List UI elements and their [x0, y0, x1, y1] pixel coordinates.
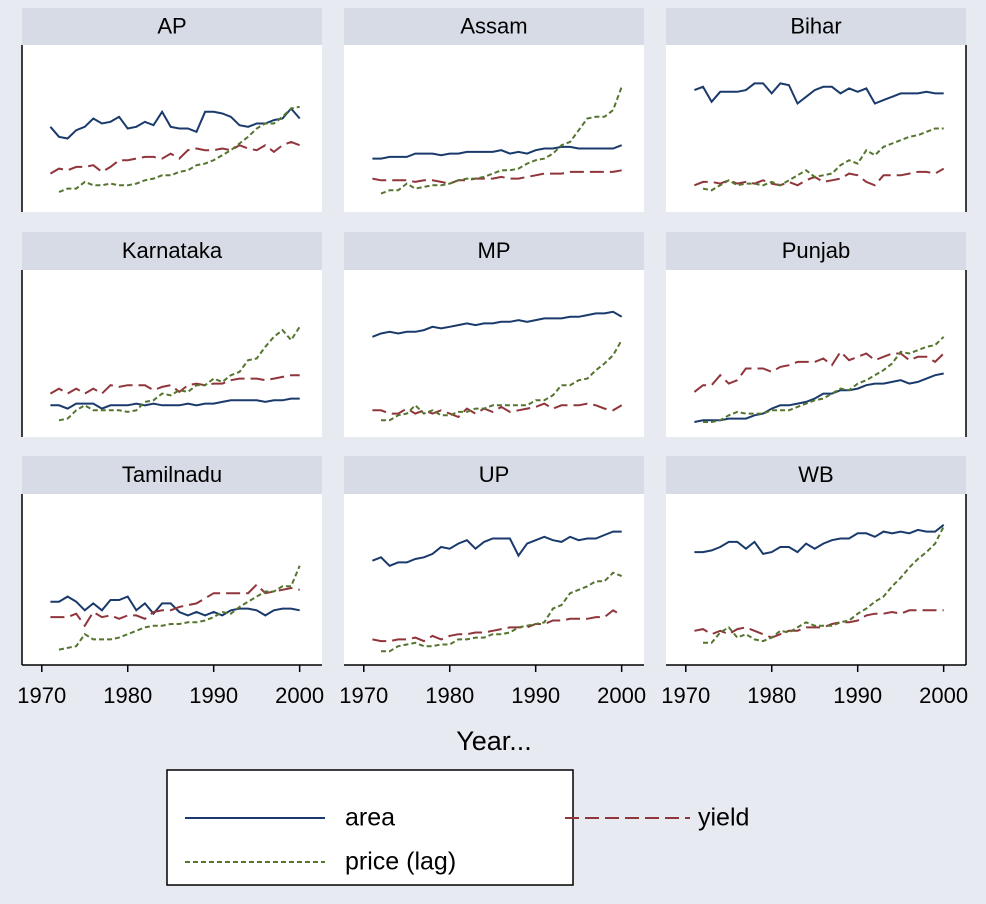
plot-area [22, 494, 322, 665]
panel-header [666, 232, 966, 270]
panel-title: Tamilnadu [122, 462, 222, 487]
series-line [381, 571, 623, 653]
panel-header [344, 8, 644, 45]
x-tick-label: 1980 [425, 683, 474, 708]
x-tick-label: 1980 [103, 683, 152, 708]
series-line [58, 565, 301, 651]
series-line [381, 339, 623, 422]
series-line [694, 524, 945, 556]
x-tick-label: 1970 [339, 683, 388, 708]
plot-area [666, 270, 966, 437]
x-tick-label: 1990 [511, 683, 560, 708]
panel-title: Bihar [790, 13, 841, 38]
panel-title: Punjab [782, 238, 851, 263]
x-tick-label: 1990 [189, 683, 238, 708]
panel-header [666, 8, 966, 45]
x-tick-label: 1970 [661, 683, 710, 708]
series-line [49, 374, 300, 395]
panel-header [22, 8, 322, 45]
series-line [49, 140, 301, 175]
panel-title: MP [478, 238, 511, 263]
x-tick-label: 2000 [597, 683, 646, 708]
series-line [50, 397, 300, 410]
series-line [702, 127, 944, 192]
x-tick-label: 2000 [919, 683, 968, 708]
series-line [372, 609, 623, 643]
plot-area [22, 45, 322, 212]
legend-label: area [345, 804, 395, 832]
series-line [50, 583, 300, 628]
series-line [49, 106, 301, 140]
series-line [693, 350, 945, 393]
series-line [372, 530, 622, 567]
series-line [372, 169, 622, 185]
plot-area [344, 494, 644, 665]
series-line [372, 402, 623, 419]
x-tick-label: 2000 [275, 683, 324, 708]
panel-title: Karnataka [122, 238, 223, 263]
series-line [58, 105, 300, 193]
series-line [694, 167, 945, 187]
series-line [694, 609, 944, 639]
panel-title: Assam [460, 13, 527, 38]
panel-header [666, 456, 966, 494]
series-line [380, 86, 623, 195]
panel-title: AP [157, 13, 186, 38]
legend-box [166, 769, 574, 886]
panel-header [344, 456, 644, 494]
plot-area [344, 45, 644, 212]
legend-label: yield [698, 804, 749, 832]
panel-title: UP [479, 462, 510, 487]
plot-area [666, 494, 966, 665]
series-line [694, 82, 944, 106]
plot-area [344, 270, 644, 437]
x-tick-label: 1970 [17, 683, 66, 708]
series-line [694, 372, 944, 423]
panel-header [22, 232, 322, 270]
panel-header [344, 232, 644, 270]
x-tick-label: 1990 [833, 683, 882, 708]
panel-title: WB [798, 462, 833, 487]
series-line [703, 526, 945, 644]
series-line [703, 336, 945, 423]
x-tick-label: 1980 [747, 683, 796, 708]
series-line [372, 310, 623, 338]
plot-area [22, 270, 322, 437]
panel-header [22, 456, 322, 494]
x-axis-title: Year... [456, 726, 532, 756]
legend-label: price (lag) [345, 848, 456, 876]
series-line [372, 144, 623, 160]
plot-area [666, 45, 966, 212]
